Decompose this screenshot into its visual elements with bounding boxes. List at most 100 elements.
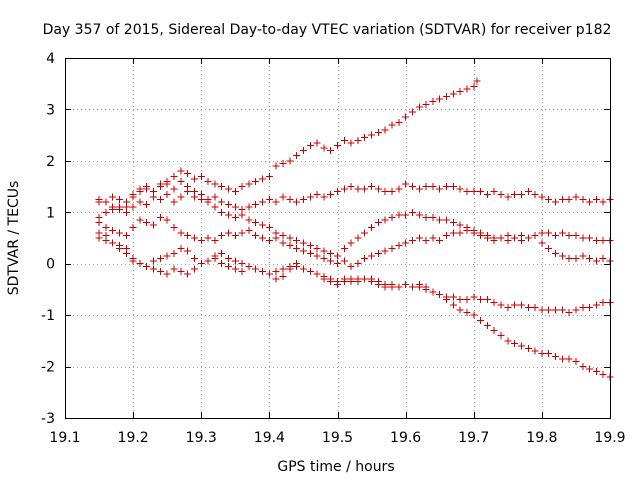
data-point (368, 224, 376, 232)
data-point (586, 255, 594, 263)
data-point (415, 103, 423, 111)
data-point (327, 190, 335, 198)
data-point (299, 195, 307, 203)
y-tick-label: 4 (46, 51, 55, 67)
data-point (347, 239, 355, 247)
data-point (361, 229, 369, 237)
data-point (504, 193, 512, 201)
data-point (524, 303, 532, 311)
data-point (374, 249, 382, 257)
data-point (184, 188, 192, 196)
data-point (136, 260, 144, 268)
data-point (347, 275, 355, 283)
data-point (272, 198, 280, 206)
data-point (504, 237, 512, 245)
y-tick-label: -1 (41, 308, 55, 324)
data-point (225, 201, 232, 209)
data-point (490, 327, 498, 335)
data-point (156, 267, 164, 275)
data-point (170, 249, 178, 257)
data-point (477, 188, 485, 196)
data-point (463, 296, 471, 304)
data-point (306, 193, 314, 201)
data-point (109, 206, 117, 214)
data-point (395, 185, 403, 193)
x-tick-label: 19.9 (594, 430, 625, 446)
data-point (252, 265, 260, 273)
data-point (150, 265, 158, 273)
series-6 (95, 229, 614, 317)
data-point (388, 121, 396, 129)
data-point (565, 231, 573, 239)
x-tick-label: 19.4 (254, 430, 285, 446)
x-tick-label: 19.1 (49, 430, 80, 446)
data-point (177, 193, 185, 201)
data-point (197, 260, 205, 268)
data-point (122, 208, 130, 216)
data-point (592, 368, 600, 376)
data-point (231, 203, 239, 211)
data-point (429, 234, 437, 242)
data-point (272, 234, 280, 242)
data-point (245, 216, 253, 224)
data-point (116, 195, 123, 203)
data-point (293, 237, 301, 245)
data-point (463, 226, 471, 234)
series-1 (95, 77, 481, 216)
data-point (552, 231, 559, 239)
data-point (170, 224, 178, 232)
data-point (293, 198, 301, 206)
data-point (252, 201, 260, 209)
data-point (361, 255, 369, 263)
data-point (143, 219, 151, 227)
data-point (320, 255, 328, 263)
data-point (531, 231, 539, 239)
data-point (524, 234, 532, 242)
data-point (184, 270, 192, 278)
data-point (184, 231, 192, 239)
data-point (408, 237, 416, 245)
data-point (122, 244, 130, 252)
data-point (545, 244, 553, 252)
data-point (436, 237, 444, 245)
data-point (374, 185, 382, 193)
data-point (381, 216, 389, 224)
data-point (552, 352, 559, 360)
data-point (334, 252, 341, 260)
data-point (470, 229, 478, 237)
data-point (558, 195, 566, 203)
data-point (340, 278, 348, 286)
data-point (218, 183, 226, 191)
data-point (490, 188, 498, 196)
data-point (225, 255, 232, 263)
data-point (429, 98, 437, 106)
data-point (102, 224, 110, 232)
data-point (150, 257, 158, 265)
data-point (565, 309, 573, 317)
data-point (286, 242, 294, 250)
data-point (211, 193, 219, 201)
data-point (415, 211, 423, 219)
data-point (592, 237, 600, 245)
data-point (293, 152, 301, 160)
data-point (272, 275, 280, 283)
data-points (95, 77, 614, 381)
data-point (129, 257, 137, 265)
data-point (402, 239, 410, 247)
data-point (327, 249, 335, 257)
data-point (177, 267, 185, 275)
data-point (204, 234, 212, 242)
data-point (552, 198, 559, 206)
data-point (599, 298, 607, 306)
data-point (504, 337, 512, 345)
data-point (395, 118, 403, 126)
y-tick-label: -3 (41, 411, 55, 427)
data-point (408, 208, 416, 216)
data-point (116, 229, 123, 237)
data-point (545, 195, 553, 203)
data-point (517, 342, 525, 350)
data-point (449, 219, 457, 227)
data-point (463, 188, 471, 196)
data-point (599, 198, 607, 206)
data-point (477, 231, 485, 239)
